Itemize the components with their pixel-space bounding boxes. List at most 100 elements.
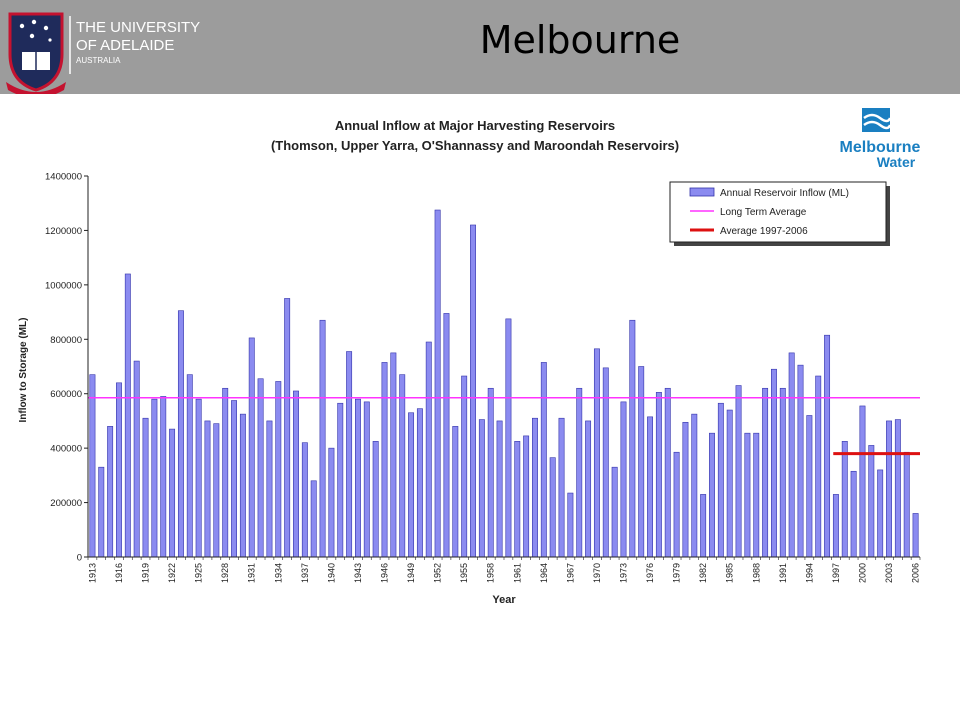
bar-1920	[151, 398, 158, 558]
bar-2001	[868, 445, 875, 558]
bar-1956	[470, 224, 476, 558]
brand-line2: Water	[877, 154, 916, 170]
bar-1916	[116, 382, 122, 558]
bar-1932	[257, 378, 264, 558]
university-logo[interactable]: THE UNIVERSITY OF ADELAIDE AUSTRALIA	[4, 10, 204, 94]
x-tick-label: 1964	[539, 563, 549, 583]
bar-1933	[266, 420, 273, 558]
bar-1934	[275, 381, 282, 558]
y-tick-label: 200000	[50, 498, 82, 509]
chart-title: Annual Inflow at Major Harvesting Reserv…	[335, 118, 615, 133]
bar-1935	[284, 298, 291, 558]
bar-1951	[425, 341, 432, 558]
x-tick-label: 1946	[380, 563, 390, 583]
x-tick-label: 1943	[353, 563, 363, 583]
logo-line2: OF ADELAIDE	[76, 37, 174, 54]
x-tick-label: 2003	[884, 563, 894, 583]
header-bar	[0, 0, 960, 94]
x-tick-label: 1988	[751, 563, 761, 583]
y-tick-label: 600000	[50, 389, 82, 400]
bar-1989	[762, 387, 769, 558]
bar-1937	[301, 442, 308, 558]
bar-1967	[567, 492, 574, 558]
bar-1962	[523, 435, 530, 558]
bar-1949	[408, 412, 415, 558]
bar-1959	[496, 420, 503, 558]
bar-1957	[478, 419, 485, 558]
x-tick-label: 1931	[247, 563, 257, 583]
bar-1974	[629, 319, 636, 558]
bar-1930	[239, 413, 246, 558]
bar-1981	[691, 413, 698, 558]
x-tick-label: 1940	[326, 563, 336, 583]
bar-1968	[576, 387, 583, 558]
bar-1983	[709, 432, 715, 558]
y-tick-label: 0	[77, 553, 82, 564]
bar-1915	[107, 426, 114, 558]
bar-1946	[381, 362, 388, 558]
x-tick-label: 1925	[194, 563, 204, 583]
bar-1955	[461, 375, 468, 558]
bar-1917	[124, 273, 131, 558]
bar-1940	[328, 447, 335, 558]
bar-1982	[700, 494, 707, 558]
bar-1977	[655, 392, 662, 558]
bar-1945	[372, 441, 379, 558]
bar-1973	[620, 401, 627, 558]
x-tick-label: 1922	[167, 563, 177, 583]
bar-1914	[98, 466, 105, 558]
bar-1936	[293, 390, 299, 558]
bar-1984	[717, 402, 724, 558]
bar-1942	[346, 351, 353, 558]
x-axis-label: Year	[492, 594, 516, 606]
bar-1961	[514, 441, 521, 558]
bar-1987	[744, 432, 751, 558]
bar-1963	[532, 417, 538, 558]
bar-1979	[673, 451, 680, 558]
x-tick-label: 1928	[220, 563, 230, 583]
chart-legend: Annual Reservoir Inflow (ML) Long Term A…	[669, 181, 890, 246]
bar-1993	[797, 364, 804, 558]
bar-1964	[540, 362, 547, 558]
bar-1924	[186, 374, 193, 558]
bar-1926	[204, 420, 211, 558]
bar-1992	[788, 352, 795, 558]
bar-1976	[647, 416, 654, 558]
bar-1958	[487, 387, 494, 558]
x-tick-label: 1997	[831, 563, 841, 583]
bar-1985	[726, 409, 733, 558]
x-axis: 1913 1916 1919 1922 1925 1928 1931 1934 1937 1940…	[87, 556, 921, 583]
bar-2000	[859, 405, 866, 558]
x-tick-label: 2000	[857, 563, 867, 583]
bar-1975	[638, 366, 645, 558]
bar-1943	[354, 398, 361, 558]
crest-star-icon	[29, 33, 35, 39]
slide-title: Melbourne	[479, 18, 681, 62]
x-tick-label: 1982	[698, 563, 708, 583]
bar-1922	[169, 428, 176, 558]
bar-1972	[611, 466, 618, 558]
x-tick-label: 1919	[141, 563, 151, 583]
bar-1941	[337, 402, 344, 558]
bar-1991	[779, 387, 786, 558]
melbourne-water-logo[interactable]: Melbourne Water	[828, 104, 932, 176]
bar-1966	[558, 417, 565, 558]
bar-1978	[664, 387, 671, 558]
bar-1925	[195, 398, 202, 558]
crest-star-icon	[43, 25, 49, 31]
bar-1995	[815, 375, 822, 558]
x-tick-label: 1949	[406, 563, 416, 583]
x-tick-label: 1952	[433, 563, 443, 583]
x-tick-label: 1979	[672, 563, 682, 583]
bar-1921	[160, 396, 167, 558]
bar-1971	[602, 367, 609, 558]
bar-2002	[877, 469, 884, 558]
bar-1986	[735, 385, 742, 558]
x-tick-label: 1976	[645, 563, 655, 583]
bar-1997	[832, 494, 839, 558]
crest-star-icon	[19, 23, 25, 29]
x-tick-label: 1934	[273, 563, 283, 583]
bar-1999	[850, 470, 857, 558]
bar-1939	[319, 319, 326, 558]
bar-1928	[222, 387, 229, 558]
